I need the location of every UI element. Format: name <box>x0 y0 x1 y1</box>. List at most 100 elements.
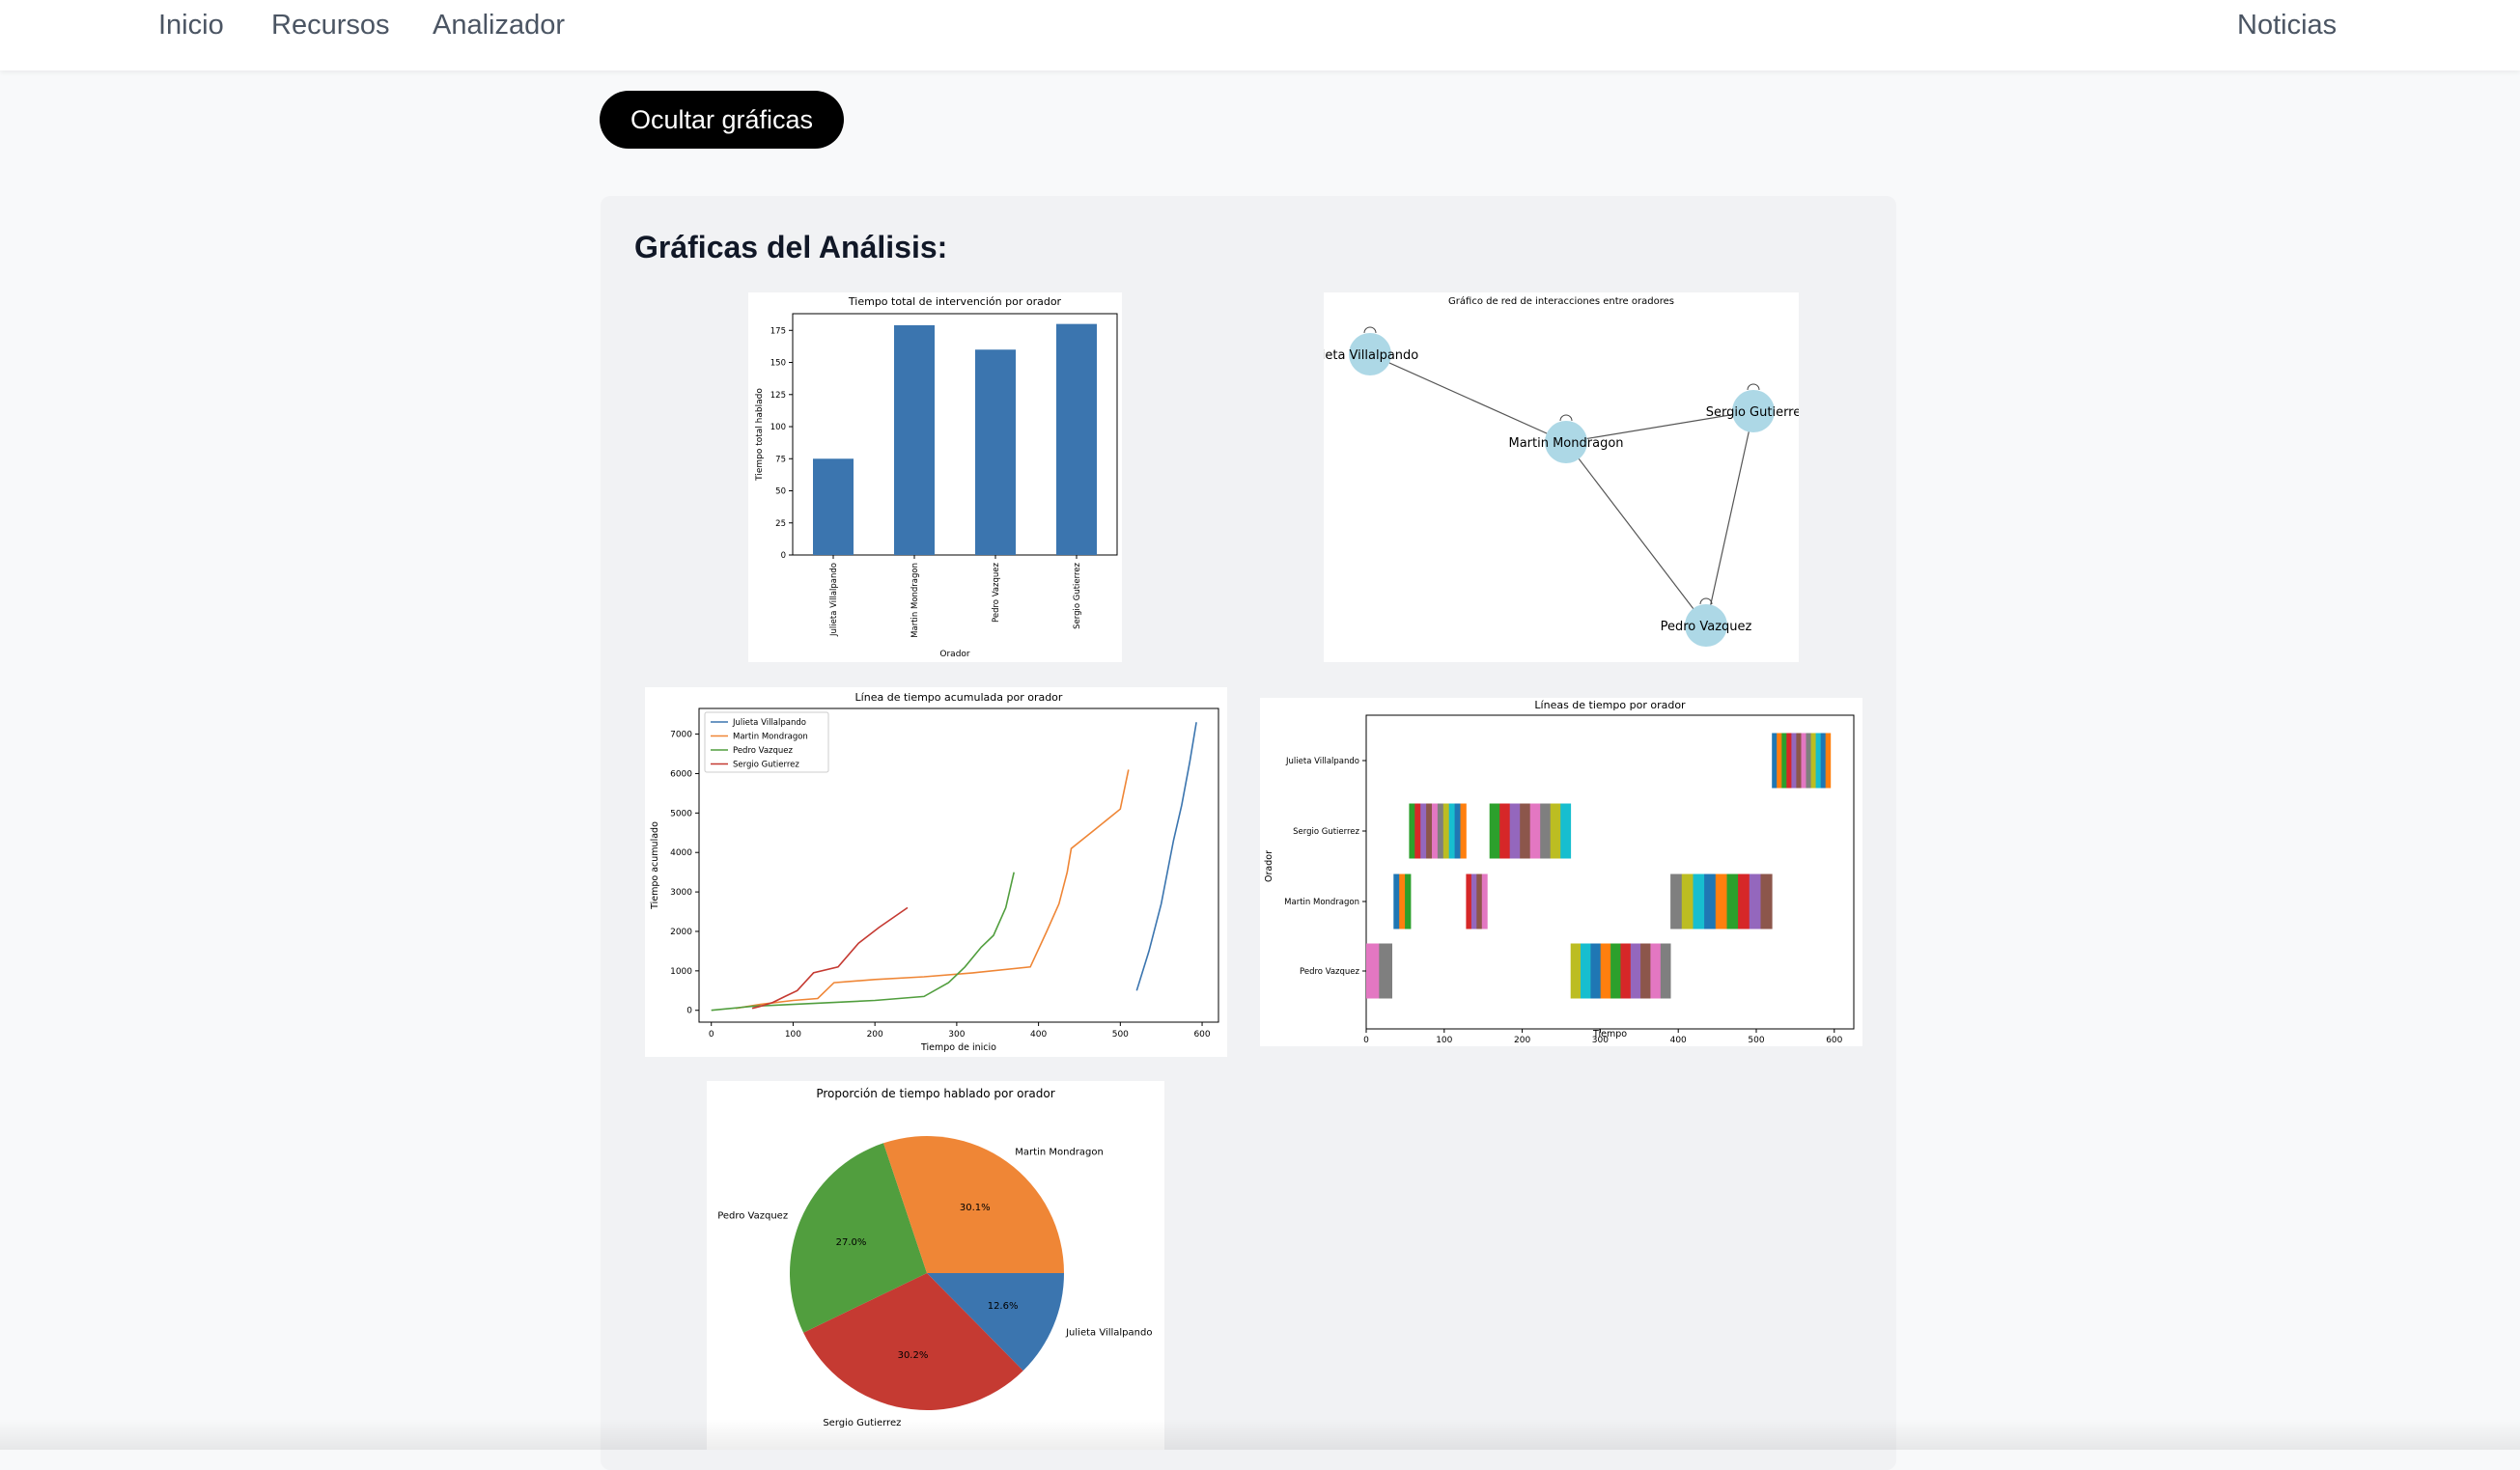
self-loop-icon <box>1559 414 1573 422</box>
timeline-segment <box>1454 803 1461 859</box>
timeline-segment <box>1760 874 1773 929</box>
y-tick-label: Martin Mondragon <box>1284 898 1359 907</box>
timeline-segment <box>1681 874 1694 929</box>
timeline-segment <box>1550 803 1561 859</box>
timeline-segment <box>1520 803 1531 859</box>
x-tick-label: 500 <box>1112 1030 1129 1040</box>
timeline-segment <box>1489 803 1500 859</box>
series-line <box>751 906 909 1010</box>
x-tick-label: Sergio Gutierrez <box>1073 562 1082 628</box>
timeline-segment <box>1442 803 1450 859</box>
plot-frame <box>698 707 1219 1023</box>
y-tick-label: Pedro Vazquez <box>1300 967 1359 977</box>
pie-slice-label: Julieta Villalpando <box>1065 1327 1152 1338</box>
pie-slice-label: Martin Mondragon <box>1015 1147 1104 1157</box>
network-node <box>1349 333 1391 375</box>
network-edge <box>1705 410 1754 626</box>
timeline-segment <box>1470 874 1477 929</box>
x-tick-label: Martin Mondragon <box>910 563 920 638</box>
timeline-segment <box>1749 874 1761 929</box>
network-chart: Gráfico de red de interacciones entre or… <box>1324 295 1799 647</box>
y-tick-label: 100 <box>770 423 786 432</box>
timeline-segment <box>1726 874 1739 929</box>
legend-label: Julieta Villalpando <box>732 718 806 728</box>
timeline-segment <box>1620 943 1632 999</box>
timeline-segment <box>1777 733 1782 789</box>
pie-percent-label: 30.2% <box>898 1350 929 1361</box>
chart-title: Gráfico de red de interacciones entre or… <box>1448 295 1674 307</box>
timeline-segment <box>1426 803 1433 859</box>
timeline-segment <box>1825 733 1832 789</box>
nav-link-resources[interactable]: Recursos <box>271 10 390 41</box>
x-tick-label: 600 <box>1826 1036 1842 1045</box>
network-chart-figure: Gráfico de red de interacciones entre or… <box>1324 292 1799 662</box>
y-tick-label: 4000 <box>670 848 692 858</box>
timeline-segment <box>1600 943 1611 999</box>
timeline-segment <box>1481 874 1488 929</box>
legend-label: Martin Mondragon <box>733 733 808 742</box>
pie-slice <box>883 1135 1064 1273</box>
network-node-label: ieta Villalpando <box>1324 348 1418 363</box>
x-axis-label: Orador <box>939 650 970 659</box>
timeline-segment <box>1432 803 1439 859</box>
timeline-segment <box>1610 943 1621 999</box>
timeline-segment <box>1437 803 1444 859</box>
timeline-segment <box>1466 874 1472 929</box>
timeline-segment <box>1820 733 1827 789</box>
timeline-segment <box>1570 943 1582 999</box>
legend-box <box>704 711 829 773</box>
timeline-segment <box>1405 874 1412 929</box>
nav-link-analyzer[interactable]: Analizador <box>433 10 566 41</box>
y-tick-label: 150 <box>770 359 786 369</box>
y-tick-label: 1000 <box>670 967 692 977</box>
y-tick-label: 175 <box>770 326 786 336</box>
pie-slice <box>803 1273 1023 1411</box>
network-node-label: Pedro Vazquez <box>1661 620 1752 634</box>
timeline-segment <box>1393 874 1400 929</box>
timeline-segment <box>1379 943 1392 999</box>
x-tick-label: 600 <box>1193 1030 1210 1040</box>
timeline-segment <box>1806 733 1811 789</box>
timeline-segment <box>1786 733 1792 789</box>
section-title: Gráficas del Análisis: <box>634 230 948 264</box>
timeline-segment <box>1476 874 1483 929</box>
timeline-segment <box>1772 733 1778 789</box>
hide-charts-button[interactable]: Ocultar gráficas <box>600 91 844 149</box>
timeline-segment <box>1499 803 1511 859</box>
nav-link-home[interactable]: Inicio <box>158 10 224 41</box>
series-line <box>711 872 1015 1012</box>
timeline-segment <box>1581 943 1591 999</box>
timeline-segment <box>1650 943 1662 999</box>
nav-link-news[interactable]: Noticias <box>2237 10 2338 41</box>
network-node-label: Sergio Gutierre <box>1706 405 1799 420</box>
x-tick-label: 500 <box>1748 1036 1764 1045</box>
x-tick-label: Julieta Villalpando <box>829 563 839 637</box>
y-tick-label: 7000 <box>670 731 692 740</box>
bottom-shadow <box>0 1419 2520 1450</box>
series-line <box>1135 722 1197 991</box>
network-edge <box>1565 410 1754 443</box>
plot-frame <box>792 313 1118 556</box>
bar <box>813 458 854 555</box>
y-tick-label: 125 <box>770 391 786 401</box>
chart-title: Tiempo total de intervención por orador <box>848 295 1062 308</box>
y-tick-label: 75 <box>775 455 786 464</box>
x-tick-label: 0 <box>709 1030 714 1040</box>
x-tick-label: 200 <box>867 1030 883 1040</box>
timeline-segment <box>1560 803 1572 859</box>
bar <box>1056 323 1097 555</box>
pie-percent-label: 12.6% <box>988 1301 1019 1312</box>
timeline-chart: Líneas de tiempo por orador Julieta Villa… <box>1264 699 1855 1045</box>
timeline-segment <box>1529 803 1541 859</box>
pie-slice <box>927 1273 1064 1372</box>
legend-label: Pedro Vazquez <box>733 746 793 756</box>
timeline-segment <box>1801 733 1806 789</box>
timeline-segment <box>1399 874 1406 929</box>
y-tick-label: 3000 <box>670 888 692 898</box>
network-edge <box>1565 441 1707 626</box>
timeline-segment <box>1810 733 1817 789</box>
y-tick-label: 50 <box>775 487 786 497</box>
top-navbar: Inicio Recursos Analizador Noticias <box>0 0 2520 70</box>
y-tick-label: 6000 <box>670 769 692 779</box>
pie-chart: Proporción de tiempo hablado por orador 1… <box>717 1087 1152 1428</box>
